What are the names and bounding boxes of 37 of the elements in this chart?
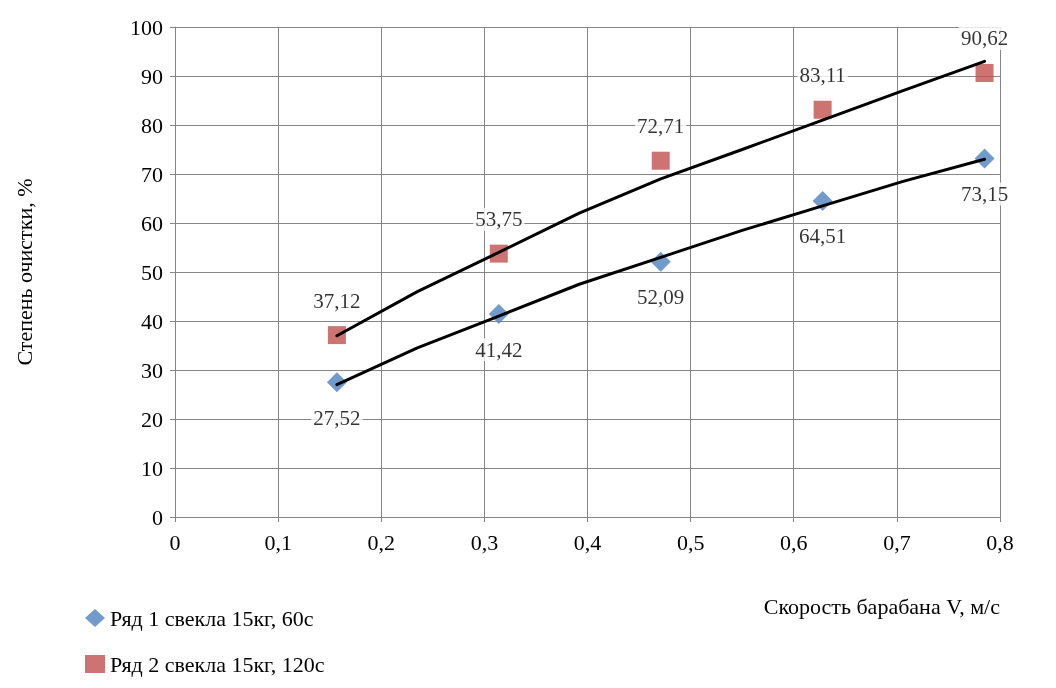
- x-tick-label: 0,6: [780, 529, 808, 555]
- y-tick-label: 50: [141, 259, 163, 285]
- y-axis-title: Степень очистки, %: [11, 178, 37, 366]
- data-label: 53,75: [475, 207, 523, 232]
- x-tick-label: 0,7: [883, 529, 911, 555]
- x-axis-title: Скорость барабана V, м/с: [763, 593, 1001, 619]
- y-tick-label: 80: [141, 112, 163, 138]
- y-tick-label: 20: [141, 406, 163, 432]
- data-label: 83,11: [799, 63, 846, 88]
- data-label: 64,51: [799, 224, 847, 249]
- data-label: 73,15: [960, 182, 1009, 207]
- y-tick-label: 60: [141, 210, 163, 236]
- data-label: 72,71: [637, 114, 685, 139]
- y-tick-label: 30: [141, 357, 163, 383]
- x-tick-label: 0,1: [264, 529, 292, 555]
- x-tick-label: 0,5: [676, 529, 705, 555]
- y-tick-label: 0: [152, 504, 163, 530]
- data-label: 27,52: [313, 405, 361, 430]
- legend-label: Ряд 1 свекла 15кг, 60с: [110, 605, 314, 631]
- x-tick-label: 0,8: [986, 529, 1014, 555]
- point: [975, 63, 994, 82]
- y-tick-label: 90: [141, 63, 163, 89]
- data-label: 90,62: [960, 26, 1009, 51]
- x-tick-label: 0,3: [470, 529, 499, 555]
- x-tick-label: 0: [169, 529, 181, 555]
- legend-label: Ряд 2 свекла 15кг, 120с: [110, 651, 325, 677]
- data-label: 52,09: [637, 285, 685, 310]
- point: [813, 100, 832, 119]
- data-label: 41,42: [475, 337, 523, 362]
- y-tick-label: 40: [141, 308, 163, 334]
- point: [651, 151, 670, 170]
- y-tick-label: 70: [141, 161, 163, 187]
- y-tick-label: 10: [141, 455, 163, 481]
- data-label: 37,12: [313, 288, 361, 313]
- x-tick-label: 0,2: [367, 529, 395, 555]
- x-tick-label: 0,4: [573, 529, 602, 555]
- y-tick-label: 100: [130, 14, 163, 40]
